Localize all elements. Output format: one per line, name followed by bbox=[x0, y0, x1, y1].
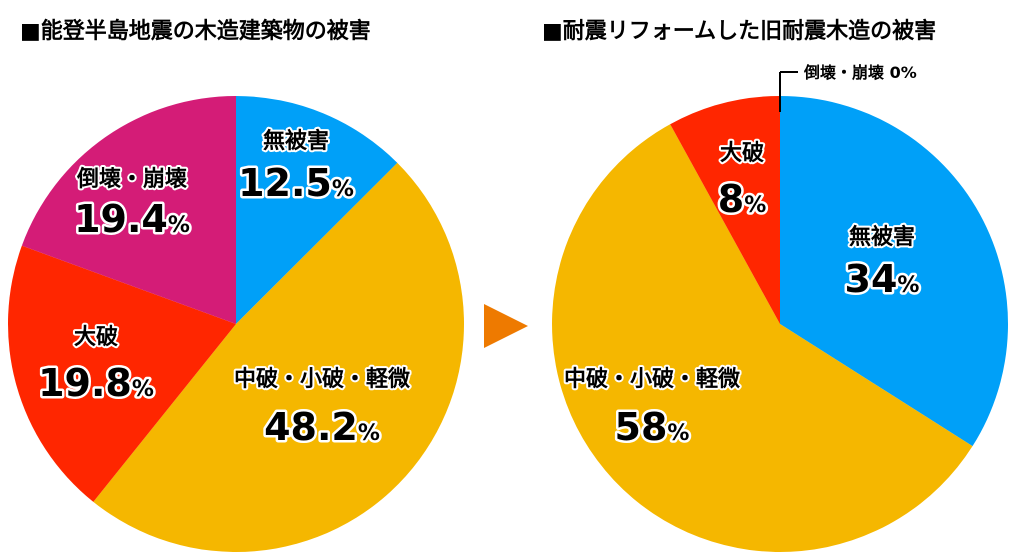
left-slice-2 bbox=[7, 245, 237, 502]
left-slice-0 bbox=[236, 96, 398, 324]
right-slice-2-value-label: 8% bbox=[718, 177, 767, 221]
left-slice-1-category-label: 中破・小破・軽微 bbox=[234, 366, 410, 392]
right-chart-title: ■耐震リフォームした旧耐震木造の被害 bbox=[542, 18, 936, 44]
right-slice-1-category-label: 中破・小破・軽微 bbox=[564, 366, 740, 392]
left-slice-0-value-label: 12.5% bbox=[238, 161, 354, 205]
left-slice-2-category-label: 大破 bbox=[74, 324, 118, 350]
left-slice-3 bbox=[21, 96, 237, 324]
right-slice-0 bbox=[780, 95, 1009, 447]
left-chart-title: ■能登半島地震の木造建築物の被害 bbox=[20, 18, 371, 44]
left-pie bbox=[7, 96, 465, 553]
left-slice-1-value-label: 48.2% bbox=[264, 405, 380, 449]
left-slice-1 bbox=[93, 162, 465, 553]
label-layer: 無被害 12.5% 中破・小破・軽微 48.2% 大破 19.8% 倒壊・崩壊 19.4% 無被… bbox=[36, 126, 922, 452]
right-pie bbox=[552, 95, 1009, 552]
left-slice-2-value-label: 19.8% bbox=[38, 361, 154, 405]
left-slice-0-category-label: 無被害 bbox=[263, 128, 329, 154]
right-slice-2-category-label: 大破 bbox=[720, 140, 764, 166]
left-slice-3-value-label: 19.4% bbox=[74, 197, 190, 241]
right-slice-0-category-label: 無被害 bbox=[849, 224, 915, 250]
right-slice-0-value-label: 34% bbox=[845, 257, 920, 301]
right-slice-2 bbox=[670, 95, 780, 324]
right-slice-1 bbox=[552, 124, 973, 552]
left-slice-3-category-label: 倒壊・崩壊 bbox=[76, 167, 188, 192]
arrow-right-icon bbox=[484, 304, 528, 348]
callout-collapse-zero: 倒壊・崩壊 0% bbox=[803, 63, 917, 82]
right-slice-1-value-label: 58% bbox=[615, 405, 690, 449]
